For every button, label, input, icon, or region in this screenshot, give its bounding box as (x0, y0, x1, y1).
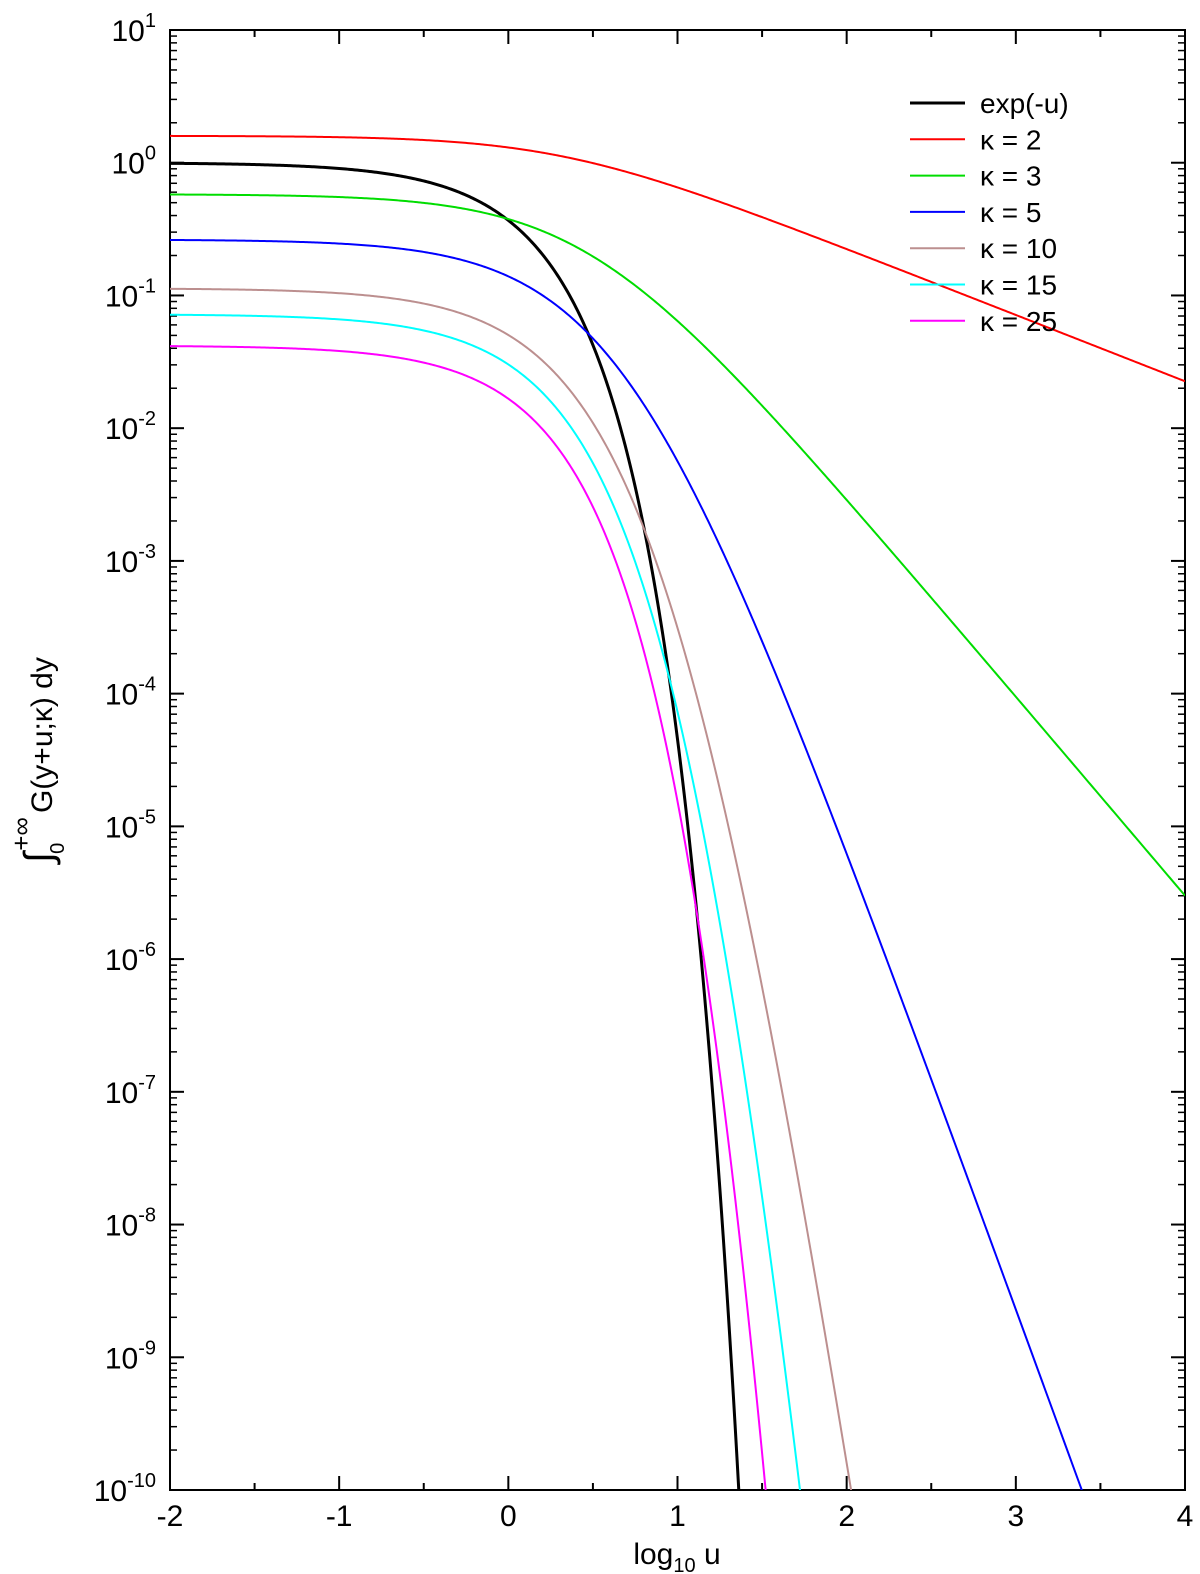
legend-label: κ = 3 (980, 161, 1041, 192)
y-tick-label: 10-6 (105, 939, 156, 977)
series-line (170, 134, 1185, 383)
legend-label: exp(-u) (980, 88, 1069, 119)
integrand: G(y+u;κ) dy (26, 657, 59, 813)
legend-label: κ = 2 (980, 124, 1041, 155)
x-axis-label: log10 u (633, 1538, 720, 1574)
axis-ticks: -2 -1 0 1 2 3 4 101 100 10-1 10-2 10-3 10-4 10-5 10-6 1… (94, 10, 1194, 1533)
x-tick-label: 2 (838, 1500, 855, 1533)
x-tick-label: 3 (1007, 1500, 1024, 1533)
legend: exp(-u) κ = 2 κ = 3 κ = 5 κ = 10 κ = 15 κ = 25 (910, 88, 1069, 337)
y-tick-label: 10-8 (105, 1205, 156, 1243)
x-tick-label: 4 (1177, 1500, 1194, 1533)
y-axis-label: ∫0 +∞ G(y+u;κ) dy (6, 657, 69, 865)
y-tick-label: 101 (112, 10, 157, 48)
series-line (170, 193, 1185, 897)
series-line (170, 238, 1083, 1490)
legend-label: κ = 10 (980, 233, 1057, 264)
series-line (170, 345, 767, 1490)
y-tick-label: 10-10 (94, 1470, 156, 1508)
y-tick-label: 100 (112, 143, 157, 181)
y-tick-label: 10-7 (105, 1072, 156, 1110)
y-tick-label: 10-1 (105, 275, 156, 313)
svg-text:∫0+∞G(y+u;κ) dy: ∫0 +∞ G(y+u;κ) dy (6, 657, 69, 865)
legend-label: κ = 25 (980, 306, 1057, 337)
y-tick-label: 10-9 (105, 1337, 156, 1375)
series-line (170, 287, 853, 1490)
integral-upper-limit: +∞ (6, 817, 36, 851)
y-tick-label: 10-3 (105, 541, 156, 579)
series-line (170, 313, 801, 1490)
x-tick-label: -1 (326, 1500, 353, 1533)
y-tick-label: 10-2 (105, 408, 156, 446)
y-tick-label: 10-5 (105, 806, 156, 844)
series-line (170, 161, 741, 1490)
x-tick-label: 0 (500, 1500, 517, 1533)
integral-sign: ∫ (17, 849, 61, 865)
x-tick-label: -2 (157, 1500, 184, 1533)
x-tick-label: 1 (669, 1500, 686, 1533)
integral-lower-limit: 0 (47, 843, 69, 854)
series-lines (170, 134, 1185, 1490)
legend-label: κ = 5 (980, 197, 1041, 228)
legend-label: κ = 15 (980, 270, 1057, 301)
y-tick-label: 10-4 (105, 674, 156, 712)
